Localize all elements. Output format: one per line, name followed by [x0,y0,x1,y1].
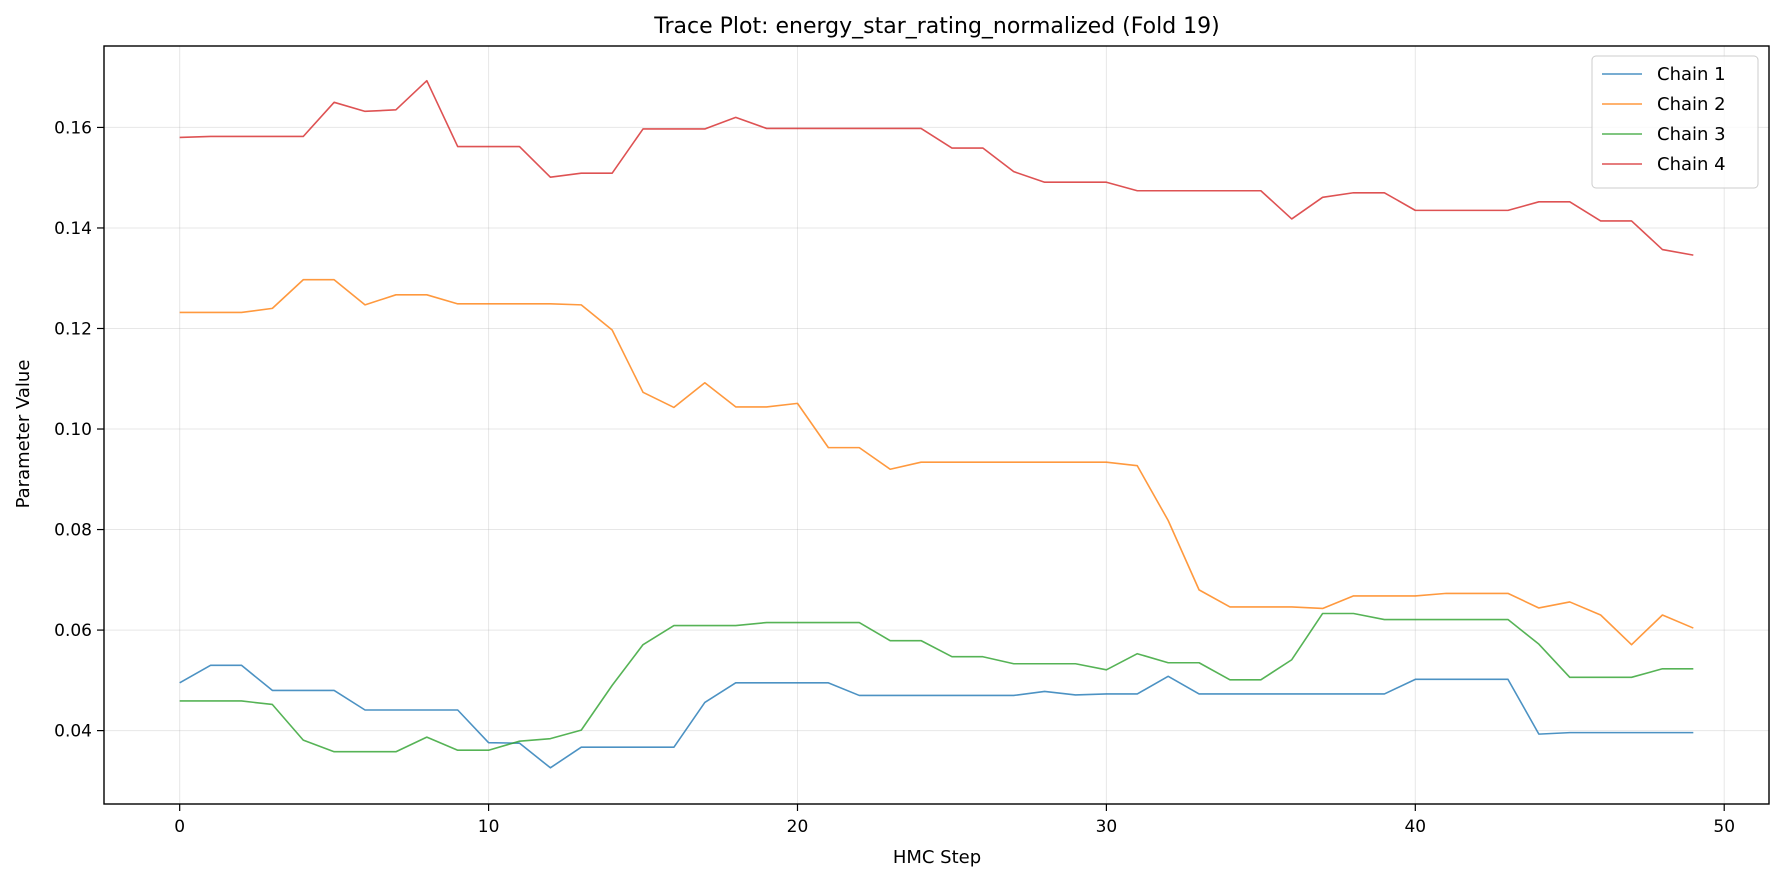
series-line-chain-3 [179,612,1694,753]
chart-title: Trace Plot: energy_star_rating_normalize… [653,14,1219,39]
legend-label: Chain 3 [1657,124,1726,145]
y-axis-label: Parameter Value [13,360,34,509]
legend-label: Chain 4 [1657,154,1726,175]
x-tick-label: 10 [478,817,500,837]
y-tick-label: 0.08 [54,521,92,541]
y-tick-label: 0.12 [54,319,92,339]
x-tick-label: 0 [174,817,185,837]
x-tick-label: 40 [1404,817,1426,837]
x-axis-label: HMC Step [893,847,981,868]
x-axis-ticks: 0 10 20 30 40 50 [174,804,1735,837]
series-line-chain-1 [179,664,1694,769]
x-tick-label: 20 [787,817,809,837]
legend-box [1591,55,1759,189]
x-tick-label: 50 [1713,817,1735,837]
y-tick-label: 0.10 [54,420,92,440]
plot-frame [103,45,1770,805]
grid-lines [104,46,1769,804]
y-axis-ticks: 0.04 0.06 0.08 0.10 0.12 0.14 0.16 [54,118,104,742]
x-tick-label: 30 [1096,817,1118,837]
series-line-chain-2 [179,278,1694,646]
legend: Chain 1 Chain 2 Chain 3 Chain 4 [1591,55,1759,189]
series-lines [179,79,1694,769]
y-tick-label: 0.04 [54,722,92,742]
y-tick-label: 0.16 [54,118,92,138]
legend-label: Chain 1 [1657,64,1726,85]
y-tick-label: 0.06 [54,621,92,641]
legend-label: Chain 2 [1657,94,1726,115]
y-tick-label: 0.14 [54,219,92,239]
series-line-chain-4 [179,79,1694,256]
